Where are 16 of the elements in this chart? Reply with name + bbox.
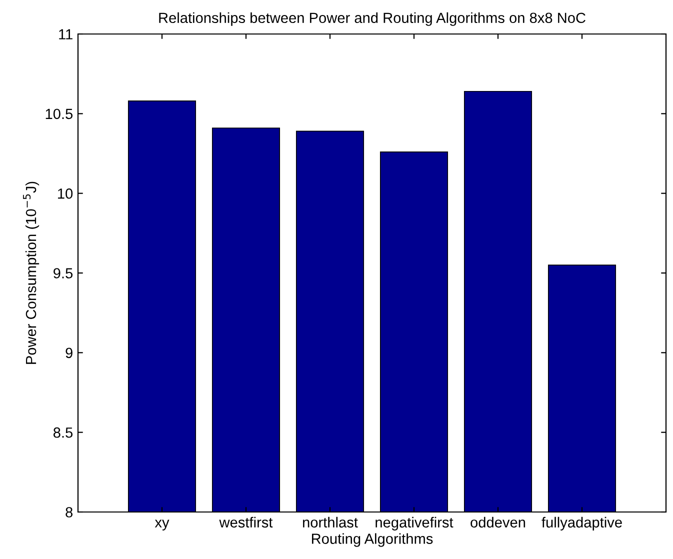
x-tick-label: xy — [154, 520, 170, 530]
x-tick-label: northlast — [303, 516, 358, 528]
y-tick-label: 8.5 — [54, 427, 73, 438]
chart-title: Relationships between Power and Routing Algorithms on 8x8 NoC — [159, 12, 586, 26]
x-tick-label: fullyadaptive — [542, 516, 622, 530]
y-tick-label: 11 — [59, 29, 72, 40]
x-tick-label: westfirst — [219, 516, 273, 528]
x-tick-label: oddeven — [470, 516, 526, 528]
y-tick-label: 8 — [66, 507, 73, 518]
y-tick-label: 9 — [66, 348, 72, 358]
x-axis-title: Routing Algorithms — [312, 533, 433, 547]
y-tick-label: 9.5 — [54, 268, 73, 278]
y-tick-label: 10 — [58, 188, 73, 199]
y-axis-title: Power Consumption (10$^{−5}$J) — [23, 182, 40, 364]
y-tick-label: 10.5 — [46, 108, 73, 120]
x-tick-label: negativefirst — [376, 516, 454, 530]
